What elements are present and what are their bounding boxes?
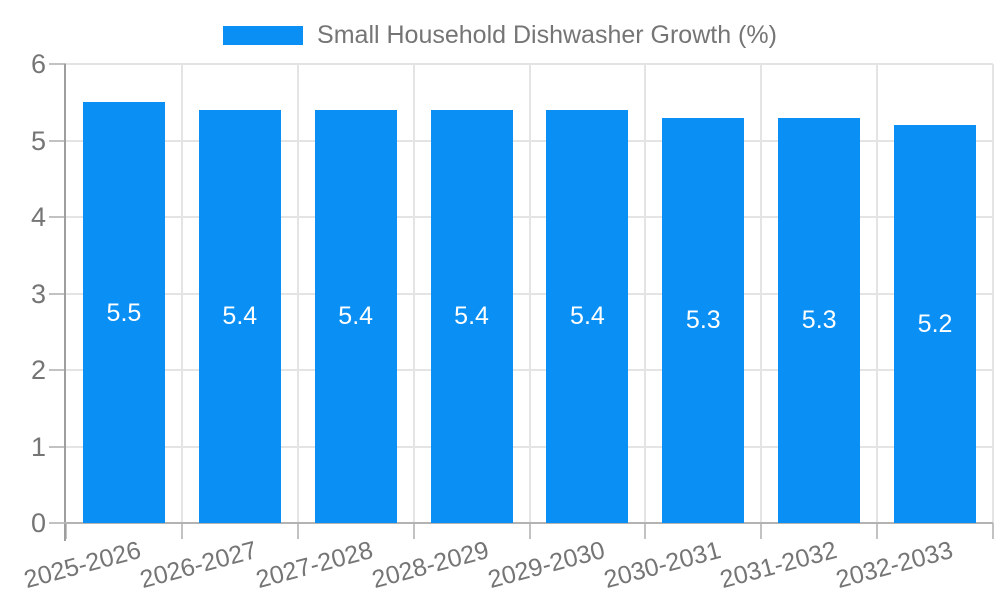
- gridline-vertical: [876, 64, 879, 523]
- x-axis-tick: [644, 523, 647, 539]
- bar: 5.5: [82, 102, 165, 523]
- legend-swatch: [223, 25, 304, 45]
- bar: 5.3: [662, 117, 745, 523]
- bar-value-label: 5.4: [222, 302, 258, 331]
- x-axis-tick: [296, 523, 299, 539]
- y-axis-tick-label: 2: [30, 355, 46, 385]
- x-axis-tick: [528, 523, 531, 539]
- x-axis-tick-label: 2027-2028: [253, 536, 376, 594]
- bar-value-label: 5.2: [917, 310, 953, 339]
- x-axis-tick: [760, 523, 763, 539]
- y-axis-tick-label: 3: [30, 278, 46, 309]
- gridline-vertical: [992, 64, 994, 523]
- y-axis-tick: [49, 522, 66, 524]
- x-axis-tick: [180, 523, 183, 539]
- x-axis-tick-label: 2032-2033: [832, 536, 956, 594]
- x-axis-tick-label: 2026-2027: [137, 536, 261, 594]
- y-axis-tick: [49, 292, 66, 295]
- y-axis-tick: [49, 63, 66, 65]
- x-axis-tick: [412, 523, 415, 539]
- gridline-vertical: [180, 64, 183, 523]
- y-axis-tick-label: 1: [30, 431, 46, 462]
- x-axis-tick-label: 2028-2029: [369, 536, 492, 594]
- legend: Small Household Dishwasher Growth (%): [0, 21, 1000, 49]
- y-axis-tick: [49, 216, 66, 218]
- bar-value-label: 5.3: [801, 306, 837, 335]
- y-axis-tick: [49, 139, 66, 142]
- x-axis-line: [64, 522, 993, 524]
- bar: 5.4: [430, 109, 513, 523]
- bar-value-label: 5.4: [570, 302, 605, 331]
- gridline-vertical: [412, 64, 415, 523]
- bar: 5.2: [894, 125, 977, 523]
- bar: 5.4: [546, 109, 629, 523]
- y-axis-tick-label: 5: [30, 125, 46, 156]
- legend-label: Small Household Dishwasher Growth (%): [317, 21, 777, 49]
- x-axis-tick-label: 2025-2026: [21, 536, 145, 594]
- bar-value-label: 5.3: [685, 306, 721, 335]
- gridline-vertical: [296, 64, 299, 523]
- gridline-vertical: [528, 64, 531, 523]
- x-axis-tick-label: 2029-2030: [484, 536, 608, 594]
- bar-value-label: 5.4: [454, 302, 489, 331]
- bar: 5.3: [778, 117, 861, 523]
- x-axis-tick-label: 2030-2031: [600, 536, 724, 594]
- y-axis-tick: [49, 369, 66, 371]
- bar: 5.4: [314, 109, 397, 523]
- x-axis-tick-label: 2031-2032: [716, 536, 840, 594]
- x-axis-tick: [992, 523, 994, 539]
- y-axis-tick: [49, 445, 66, 448]
- x-axis-tick: [876, 523, 879, 539]
- y-axis-tick-label: 4: [30, 202, 46, 232]
- gridline-vertical: [644, 64, 647, 523]
- bar-value-label: 5.5: [106, 298, 142, 327]
- bar: 5.4: [198, 109, 281, 523]
- x-axis-tick: [65, 523, 67, 539]
- gridline-vertical: [760, 64, 763, 523]
- y-axis-tick-label: 6: [30, 49, 46, 79]
- y-axis-tick-label: 0: [30, 508, 46, 538]
- y-axis-line: [64, 64, 66, 541]
- bar-value-label: 5.4: [338, 302, 374, 331]
